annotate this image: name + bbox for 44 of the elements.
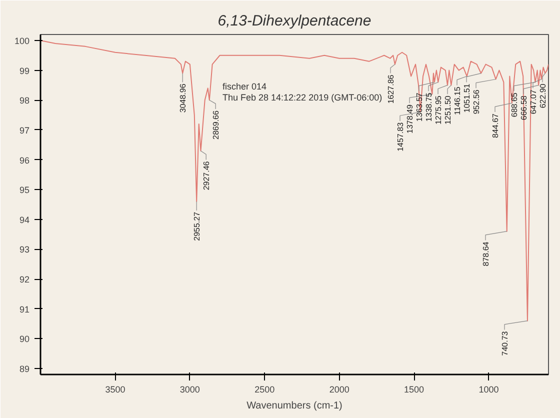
y-tick-label: 94 xyxy=(19,214,30,225)
annotation: 1363.57 xyxy=(415,92,424,122)
y-tick-label: 96 xyxy=(19,155,30,166)
annotation: 878.64 xyxy=(482,241,490,266)
line-series xyxy=(40,40,548,322)
annotation: 1251.50 xyxy=(444,95,452,125)
x-axis-title: Wavenumbers (cm-1) xyxy=(246,400,342,412)
y-tick-label: 95 xyxy=(19,185,30,196)
x-tick-label: 3500 xyxy=(105,384,126,394)
annotation: 952.56 xyxy=(472,89,481,114)
annotation: 1457.83 xyxy=(396,122,405,152)
annotation: 1146.15 xyxy=(453,86,462,116)
annotation: 844.67 xyxy=(491,112,500,138)
y-tick-label: 100 xyxy=(14,36,30,46)
annotation: 1378.49 xyxy=(406,104,414,134)
annotation: 1627.86 xyxy=(386,74,396,104)
y-tick-label: 98 xyxy=(19,96,30,106)
annotation: Thu Feb 28 14:12:22 2019 (GMT-06:00) xyxy=(222,92,382,102)
x-tick-label: 3000 xyxy=(180,384,200,394)
annotation: 2869.66 xyxy=(212,110,221,140)
y-tick-label: 93 xyxy=(19,244,30,255)
annotation: 1338.75 xyxy=(424,92,434,122)
y-tick-label: 92 xyxy=(19,274,30,285)
y-tick-label: 89 xyxy=(19,364,30,374)
annotation: 622.90 xyxy=(538,83,548,108)
chart-title: 6,13-Dihexylpentacene xyxy=(218,12,372,30)
x-tick-label: 1500 xyxy=(404,384,424,394)
y-tick-label: 91 xyxy=(19,304,30,314)
annotation: 2927.46 xyxy=(202,160,212,190)
annotation: 740.73 xyxy=(500,330,510,356)
annotation: 1275.95 xyxy=(434,95,443,125)
y-tick-label: 99 xyxy=(19,66,30,76)
annotation: 2955.27 xyxy=(192,211,202,241)
annotation: 688.65 xyxy=(510,92,519,118)
annotation: 3048.96 xyxy=(178,83,188,113)
annotation: 666.58 xyxy=(520,95,528,120)
annotation: 647.07 xyxy=(529,89,538,114)
annotation: 1051.51 xyxy=(462,83,472,113)
x-tick-label: 1000 xyxy=(478,384,499,394)
y-tick-label: 97 xyxy=(19,125,30,136)
y-tick-label: 90 xyxy=(19,334,30,344)
x-tick-label: 2000 xyxy=(329,384,350,394)
x-tick-label: 2500 xyxy=(254,384,275,394)
annotation: fischer 014 xyxy=(222,82,267,92)
